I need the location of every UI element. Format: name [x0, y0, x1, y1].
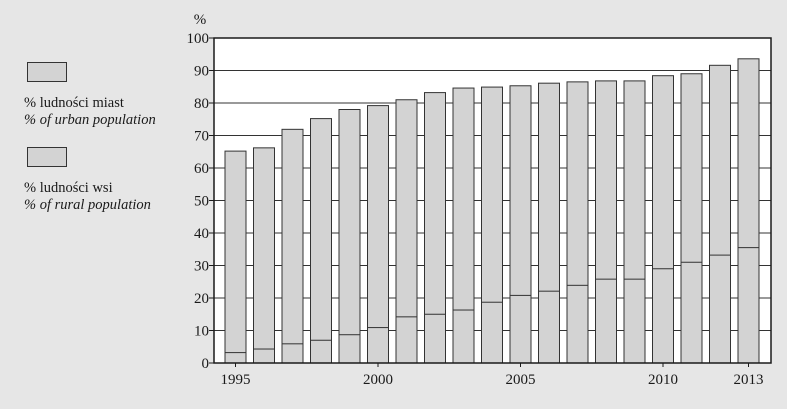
bar-rural-2012 — [709, 254, 731, 364]
legend-label-urban-pl: % ludności miast — [24, 95, 124, 111]
y-tick-label-50: 50 — [194, 194, 209, 210]
x-tick-label-2010: 2010 — [648, 372, 678, 388]
y-tick-label-40: 40 — [194, 226, 209, 242]
bar-rural-1999 — [338, 334, 361, 364]
bar-rural-2013 — [737, 247, 760, 364]
y-tick-label-0: 0 — [202, 356, 210, 372]
y-tick-label-100: 100 — [187, 31, 210, 47]
bar-rural-1996 — [253, 348, 275, 364]
bar-rural-2001 — [395, 316, 418, 364]
bar-rural-1995 — [224, 352, 247, 364]
bar-rural-2011 — [680, 261, 703, 364]
legend-label-urban: % ludności miast % of urban population — [24, 95, 156, 129]
y-tick-label-80: 80 — [194, 96, 209, 112]
bar-urban-1999 — [338, 109, 361, 364]
legend-swatch-rural — [27, 147, 67, 167]
bar-urban-1996 — [253, 147, 275, 364]
y-tick-label-90: 90 — [194, 64, 209, 80]
bar-rural-2003 — [452, 309, 475, 364]
bar-rural-2006 — [538, 290, 560, 364]
bar-urban-1998 — [310, 118, 332, 364]
bar-rural-1997 — [281, 343, 304, 364]
legend-label-urban-en: % of urban population — [24, 112, 156, 128]
bar-urban-1997 — [281, 128, 304, 364]
bar-rural-2004 — [481, 301, 503, 364]
bar-urban-1995 — [224, 150, 247, 364]
legend-label-rural-pl: % ludności wsi — [24, 180, 113, 196]
y-tick-label-20: 20 — [194, 291, 209, 307]
x-tick-label-2013: 2013 — [734, 372, 764, 388]
y-tick-label-70: 70 — [194, 129, 209, 145]
bar-rural-2009 — [623, 278, 646, 364]
bar-urban-2000 — [367, 105, 389, 364]
legend-label-rural: % ludności wsi % of rural population — [24, 180, 151, 214]
bar-rural-1998 — [310, 339, 332, 364]
bar-rural-2010 — [652, 268, 674, 364]
y-axis-label: % — [194, 12, 207, 28]
legend-label-rural-en: % of rural population — [24, 197, 151, 213]
legend-swatch-urban — [27, 62, 67, 82]
y-tick-label-60: 60 — [194, 161, 209, 177]
bar-rural-2008 — [595, 278, 617, 364]
x-tick-label-2005: 2005 — [506, 372, 536, 388]
y-tick-label-30: 30 — [194, 259, 209, 275]
y-tick-label-10: 10 — [194, 324, 209, 340]
bar-rural-2000 — [367, 327, 389, 364]
x-tick-label-2000: 2000 — [363, 372, 393, 388]
bar-rural-2002 — [424, 313, 446, 364]
x-tick-label-1995: 1995 — [221, 372, 251, 388]
bar-rural-2005 — [509, 294, 532, 364]
bar-rural-2007 — [566, 284, 589, 364]
